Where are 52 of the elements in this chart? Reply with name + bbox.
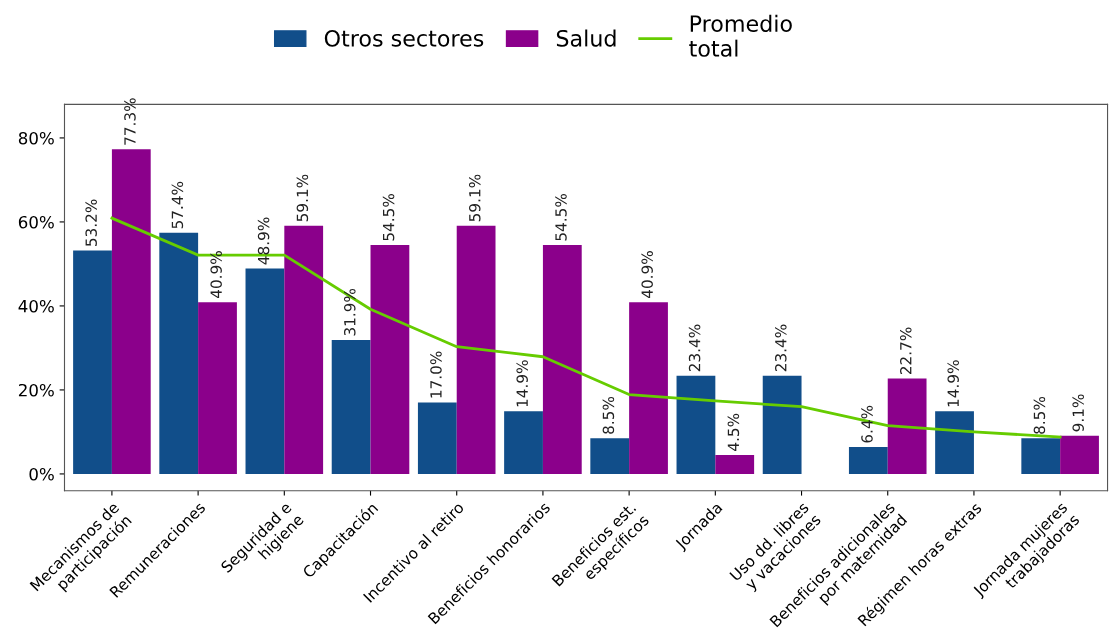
bar (245, 268, 285, 474)
data-label: 77.3% (124, 98, 136, 145)
bar (159, 232, 199, 474)
data-label: 14.9% (947, 360, 959, 407)
bar (935, 411, 974, 474)
bar (284, 225, 324, 474)
bar (504, 411, 543, 474)
legend-label: Salud (556, 29, 616, 47)
bar (848, 447, 888, 474)
data-label: 31.9% (344, 288, 356, 336)
data-label: 40.9% (641, 251, 653, 299)
data-label: 59.1% (296, 174, 309, 222)
y-tick-label: 20% (18, 383, 54, 397)
data-label: 23.4% (775, 324, 787, 372)
bar (715, 455, 755, 474)
data-label: 8.5% (1033, 396, 1046, 434)
y-tick-label: 0% (29, 467, 54, 481)
data-label: 59.1% (468, 174, 481, 222)
data-label: 6.4% (861, 405, 873, 443)
data-label: 48.9% (257, 217, 270, 265)
bar (1060, 435, 1099, 474)
legend-label: Promedio total (689, 14, 792, 57)
bar (590, 438, 630, 474)
data-label: 8.5% (602, 396, 615, 434)
data-label: 53.2% (85, 199, 97, 246)
bar (331, 339, 371, 474)
y-tick-label: 60% (18, 215, 54, 229)
bar (370, 245, 410, 474)
bar (111, 149, 151, 474)
y-tick-label: 40% (18, 299, 54, 313)
bar (73, 250, 112, 474)
data-label: 4.5% (727, 413, 740, 451)
data-label: 57.4% (171, 181, 184, 229)
bar (887, 378, 927, 474)
bar (762, 375, 802, 474)
bar (417, 402, 457, 474)
y-tick-label: 80% (18, 131, 54, 145)
data-label: 23.4% (688, 324, 701, 372)
bar (542, 245, 582, 474)
data-label: 40.9% (210, 251, 222, 299)
data-label: 9.1% (1072, 394, 1084, 432)
bar (629, 302, 668, 474)
data-label: 22.7% (900, 327, 912, 375)
data-label: 54.5% (382, 193, 395, 241)
data-label: 17.0% (430, 351, 442, 398)
bar (676, 375, 716, 474)
bar (198, 302, 237, 474)
legend-label: Otros sectores (324, 29, 484, 47)
data-label: 14.9% (516, 360, 528, 407)
data-label: 54.5% (555, 193, 567, 241)
bar (1021, 438, 1061, 474)
bar (456, 225, 496, 474)
